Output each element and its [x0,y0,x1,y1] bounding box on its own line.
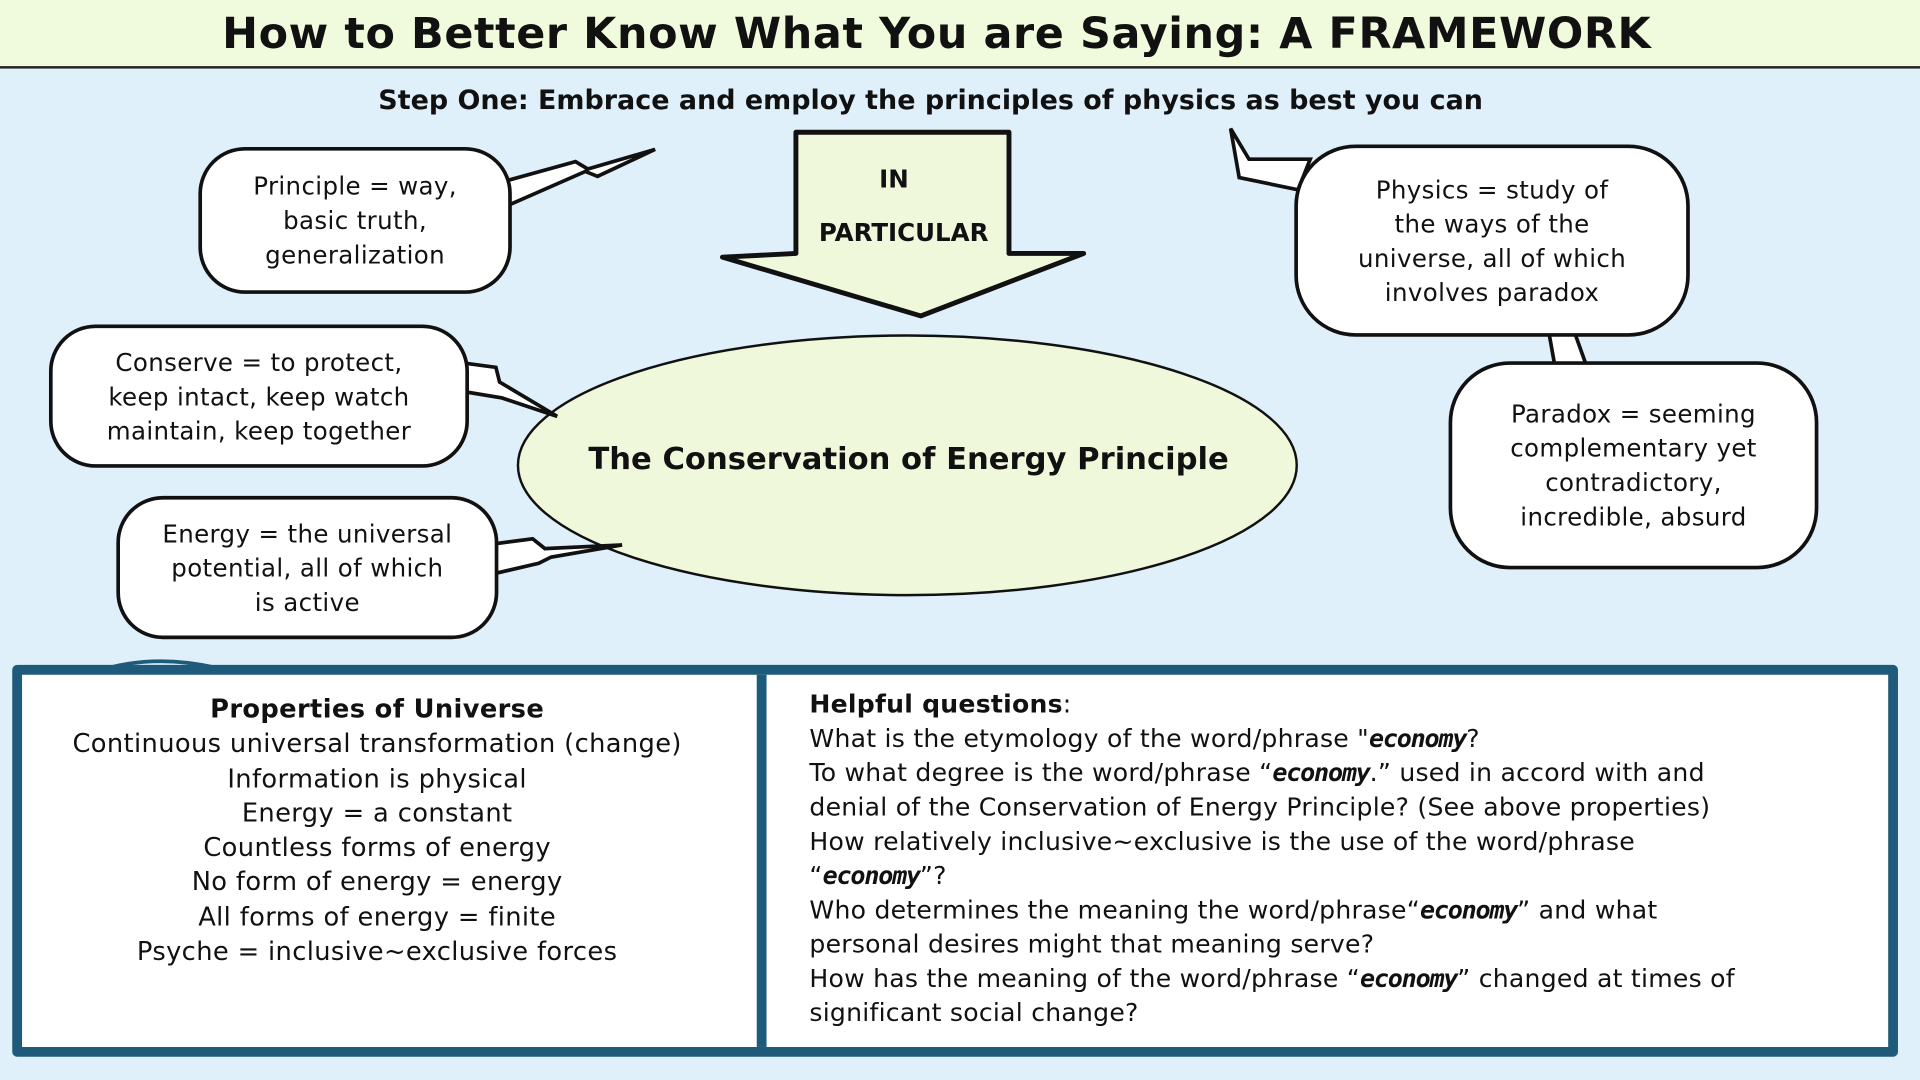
bubble-text: the ways of the [1394,208,1590,239]
question-5-cont: significant social change? [809,997,1139,1028]
q-text: ”? [919,860,947,891]
property-item: Energy = a constant [241,798,513,828]
bubble-text: Energy = the universal [162,518,453,548]
bubble-text: maintain, keep together [106,415,412,446]
question-3-cont: “economy”? [809,858,1899,892]
properties-heading: Properties of Universe [210,694,545,724]
property-item: No form of energy = energy [191,867,563,897]
property-item: Psyche = inclusive~exclusive forces [136,936,618,967]
q-text: How has the meaning of the word/phrase “ [809,963,1361,994]
question-1: What is the etymology of the word/phrase… [809,721,1899,755]
bubble-text: contradictory, [1545,467,1722,498]
q-text: To what degree is the word/phrase “ [809,757,1273,788]
property-item: All forms of energy = finite [198,902,557,932]
bubble-physics: Physics = study of the ways of the univers… [1294,144,1690,337]
bubble-text: is active [254,587,360,617]
bubble-text: keep intact, keep watch [108,381,410,411]
handwritten-word: economy [1272,757,1370,788]
title-banner [0,0,1920,69]
q-text: ? [1466,723,1480,754]
bubble-tail [494,147,656,214]
bubble-text: Principle = way, [253,171,457,201]
bubble-text: Conserve = to protect, [115,347,403,377]
bubble-paradox: Paradox = seeming complementary yet contra… [1448,361,1819,570]
q-text: What is the etymology of the word/phrase… [809,723,1369,754]
step-one-heading: Step One: Embrace and employ the princip… [378,85,1483,117]
question-2: To what degree is the word/phrase “econo… [809,756,1899,790]
handwritten-word: economy [1419,895,1518,925]
question-5: How has the meaning of the word/phrase “… [809,961,1899,995]
q-text: Who determines the meaning the word/phra… [809,895,1420,925]
q-text: .” used in accord with and [1369,757,1705,788]
bubble-text: Paradox = seeming [1510,399,1756,429]
bubble-tail [484,536,623,578]
bubble-text: involves paradox [1384,277,1600,307]
questions-heading-text: Helpful questions [809,689,1063,719]
questions-heading: Helpful questions: [809,687,1899,721]
arrow-label-particular: PARTICULAR [818,217,989,248]
bubble-text: basic truth, [283,205,428,236]
handwritten-word: economy [1368,723,1467,754]
question-4-cont: personal desires might that meaning serv… [809,929,1375,959]
heading-colon: : [1062,689,1072,719]
handwritten-word: economy [822,860,921,891]
property-item: Information is physical [227,763,527,793]
bottom-panel: Properties of Universe Continuous univer… [12,664,1899,1057]
bubble-conserve: Conserve = to protect, keep intact, keep … [48,324,469,468]
handwritten-word: economy [1360,963,1458,994]
bubble-text: incredible, absurd [1520,502,1747,532]
bubble-text: complementary yet [1510,433,1757,463]
down-arrow [720,129,1087,319]
question-2-cont: denial of the Conservation of Energy Pri… [809,792,1711,822]
q-text: ” changed at times of [1457,963,1735,994]
center-ellipse [516,334,1298,597]
bubble-principle: Principle = way, basic truth, generalizati… [198,146,512,294]
page-title: How to Better Know What You are Saying: … [222,9,1652,59]
panel-divider [756,674,767,1047]
bubble-energy: Energy = the universal potential, all of … [116,495,499,640]
q-text: ” and what [1517,895,1658,925]
property-item: Continuous universal transformation (cha… [72,728,682,759]
bubble-text: universe, all of which [1358,243,1627,273]
question-3: How relatively inclusive~exclusive is th… [809,826,1635,856]
bubble-text: generalization [265,240,445,270]
bubble-text: Physics = study of [1375,174,1609,204]
bubble-tail [456,360,559,419]
question-4: Who determines the meaning the word/phra… [809,893,1899,927]
property-item: Countless forms of energy [203,832,551,863]
arrow-label-in: IN [879,164,909,194]
questions-panel: Helpful questions: What is the etymology… [809,687,1899,1030]
center-principle-label: The Conservation of Energy Principle [588,440,1229,477]
bubble-text: potential, all of which [171,552,444,583]
properties-panel: Properties of Universe Continuous univer… [22,692,732,969]
q-text: “ [809,860,823,891]
